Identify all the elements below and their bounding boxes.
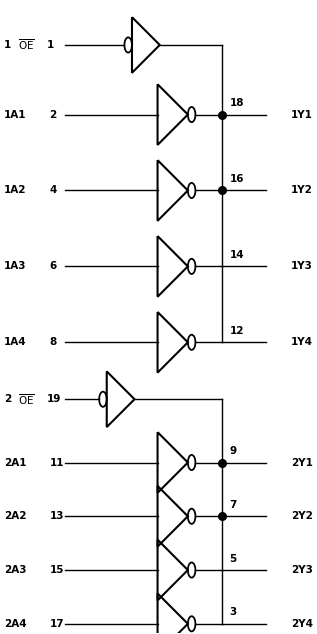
Text: 18: 18 bbox=[230, 98, 244, 108]
Text: 6: 6 bbox=[50, 261, 57, 271]
Text: 1: 1 bbox=[4, 40, 11, 50]
Text: 1Y3: 1Y3 bbox=[291, 261, 313, 271]
Text: 9: 9 bbox=[230, 446, 236, 456]
Text: 1Y1: 1Y1 bbox=[291, 110, 313, 120]
Text: 2Y3: 2Y3 bbox=[291, 565, 313, 575]
Text: 3: 3 bbox=[230, 607, 237, 618]
Text: 2A3: 2A3 bbox=[4, 565, 26, 575]
Text: 7: 7 bbox=[230, 500, 237, 510]
Text: $\overline{\mathrm{OE}}$: $\overline{\mathrm{OE}}$ bbox=[18, 392, 35, 406]
Text: 2Y2: 2Y2 bbox=[291, 511, 313, 521]
Text: 8: 8 bbox=[50, 337, 57, 347]
Text: 16: 16 bbox=[230, 174, 244, 184]
Text: 2: 2 bbox=[50, 110, 57, 120]
Text: 5: 5 bbox=[230, 553, 237, 564]
Text: 15: 15 bbox=[50, 565, 64, 575]
Text: 1A3: 1A3 bbox=[4, 261, 26, 271]
Text: 1Y2: 1Y2 bbox=[291, 186, 313, 195]
Text: 2: 2 bbox=[4, 394, 11, 404]
Text: 1Y4: 1Y4 bbox=[291, 337, 313, 347]
Text: 1A4: 1A4 bbox=[4, 337, 27, 347]
Text: 14: 14 bbox=[230, 250, 244, 260]
Text: 1A1: 1A1 bbox=[4, 110, 26, 120]
Text: 2A4: 2A4 bbox=[4, 619, 27, 629]
Text: 13: 13 bbox=[50, 511, 64, 521]
Text: $\overline{\mathrm{OE}}$: $\overline{\mathrm{OE}}$ bbox=[18, 37, 35, 53]
Text: 2A1: 2A1 bbox=[4, 458, 26, 467]
Text: 2Y1: 2Y1 bbox=[291, 458, 313, 467]
Text: 2A2: 2A2 bbox=[4, 511, 26, 521]
Text: 17: 17 bbox=[50, 619, 64, 629]
Text: 12: 12 bbox=[230, 326, 244, 336]
Text: 1: 1 bbox=[47, 40, 54, 50]
Text: 19: 19 bbox=[47, 394, 61, 404]
Text: 2Y4: 2Y4 bbox=[291, 619, 313, 629]
Text: 11: 11 bbox=[50, 458, 64, 467]
Text: 4: 4 bbox=[50, 186, 57, 195]
Text: 1A2: 1A2 bbox=[4, 186, 26, 195]
